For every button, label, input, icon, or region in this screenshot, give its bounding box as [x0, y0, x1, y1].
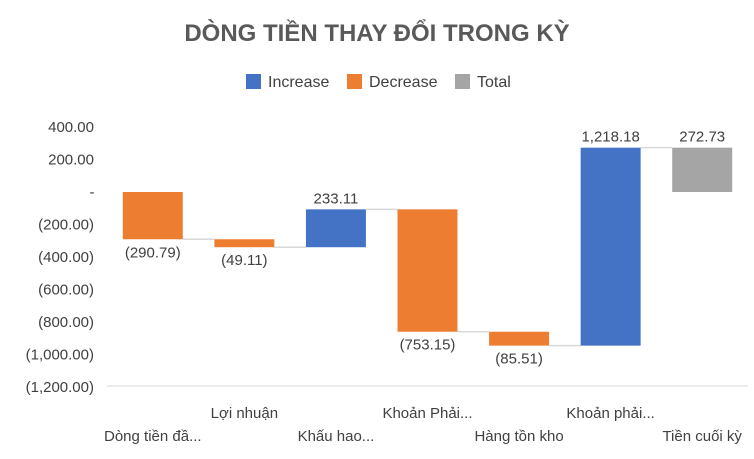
legend-swatch-total — [455, 74, 470, 89]
data-label: 1,218.18 — [581, 129, 639, 146]
y-axis-tick-labels: 400.00 200.00 - (200.00) (400.00) (600.00) (80… — [26, 119, 95, 396]
legend: Increase Decrease Total — [246, 74, 511, 91]
chart-title: DÒNG TIỀN THAY ĐỔI TRONG KỲ — [184, 19, 569, 47]
legend-label-decrease: Decrease — [369, 74, 438, 91]
bar-decrease — [397, 209, 458, 332]
y-tick-label: 400.00 — [48, 119, 94, 136]
bar-decrease — [214, 239, 275, 248]
bar-decrease — [122, 192, 183, 240]
legend-label-total: Total — [477, 74, 511, 91]
category-label: Khoản Phải... — [382, 405, 472, 422]
y-tick-label: (600.00) — [38, 282, 94, 299]
category-label: Tiền cuối kỳ — [662, 428, 742, 445]
bar-increase — [305, 209, 366, 248]
legend-swatch-decrease — [347, 74, 362, 89]
data-label: (49.11) — [221, 252, 267, 269]
bar-increase — [580, 147, 641, 346]
y-tick-label: (400.00) — [38, 249, 94, 266]
y-tick-label: (200.00) — [38, 217, 94, 234]
y-tick-label: (1,000.00) — [26, 347, 94, 364]
y-tick-label: - — [90, 184, 95, 201]
category-label: Dòng tiền đầ... — [104, 428, 202, 445]
legend-swatch-increase — [246, 74, 261, 89]
data-label: (85.51) — [495, 351, 543, 368]
y-tick-label: 200.00 — [48, 152, 94, 169]
legend-label-increase: Increase — [268, 74, 329, 91]
data-label: (753.15) — [400, 337, 456, 354]
bar-decrease — [489, 331, 550, 346]
y-tick-label: (1,200.00) — [26, 379, 94, 396]
bars — [122, 147, 733, 346]
data-labels: (290.79) (49.11) 233.11 (753.15) (85.51) 1,21… — [125, 129, 725, 368]
y-tick-label: (800.00) — [38, 314, 94, 331]
connector-lines — [182, 146, 673, 347]
x-axis-category-labels: Dòng tiền đầ... Lợi nhuận Khấu hao... Khoản… — [104, 405, 742, 445]
data-label: 233.11 — [314, 190, 359, 207]
category-label: Lợi nhuận — [211, 405, 278, 422]
data-label: (290.79) — [125, 244, 181, 261]
category-label: Khoản phải... — [566, 405, 654, 422]
category-label: Khấu hao... — [298, 428, 375, 445]
category-label: Hàng tồn kho — [474, 428, 563, 445]
data-label: 272.73 — [679, 129, 725, 146]
bar-total — [672, 147, 733, 192]
